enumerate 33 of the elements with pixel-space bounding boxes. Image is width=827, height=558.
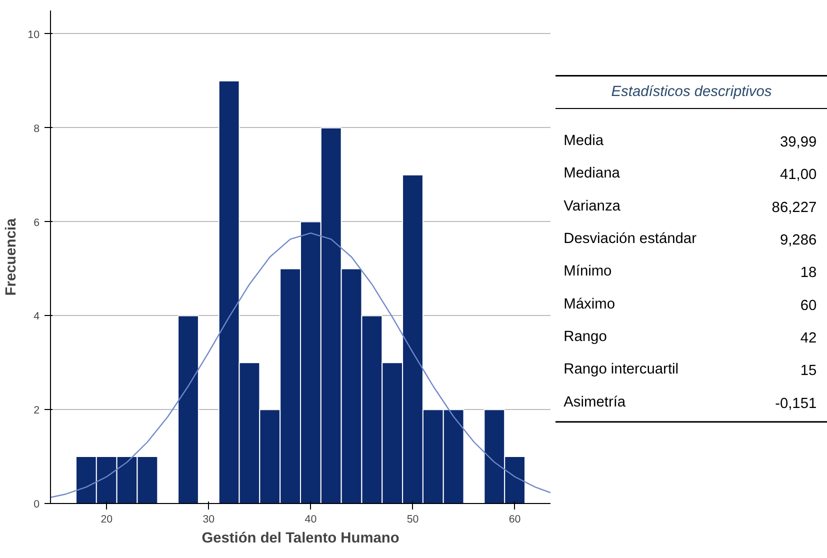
x-tick-label: 40 [304,514,317,526]
y-tick-label: 10 [28,28,40,41]
category-label: Rango [564,328,607,345]
text: 86,227 [772,200,817,216]
category-label: Máximo [564,296,615,312]
category-label: Mínimo [564,264,612,280]
category-label: Desviación estándar [564,231,697,248]
text: 18 [800,265,817,282]
text: 41,00 [780,167,817,184]
y-tick-label: 8 [34,122,40,135]
category-label: Rango intercuartil [564,362,679,378]
category-label: Media [564,133,604,150]
category-label: Varianza [564,198,622,214]
text: Estadísticos descriptivos [611,84,772,100]
line-series [50,232,550,498]
x-tick-label: 50 [406,514,419,526]
text: 15 [800,363,817,380]
text: 60 [800,298,817,314]
x-axis-title: Gestión del Talento Humano [202,530,400,546]
y-tick-label: 4 [34,310,40,323]
text: 9,286 [780,232,817,249]
y-axis-title: Frecuencia [4,217,20,296]
y-tick-label: 2 [34,404,40,417]
category-label: Mediana [564,166,621,182]
text: 39,99 [780,134,817,151]
category-label: Asimetría [564,394,626,410]
y-tick-label: 6 [34,216,40,229]
x-tick-label: 30 [202,514,215,526]
text: -0,151 [775,396,817,412]
x-tick-label: 60 [508,514,521,526]
text: 42 [800,330,817,346]
x-tick-label: 20 [100,514,113,526]
y-tick-label: 0 [34,498,40,510]
